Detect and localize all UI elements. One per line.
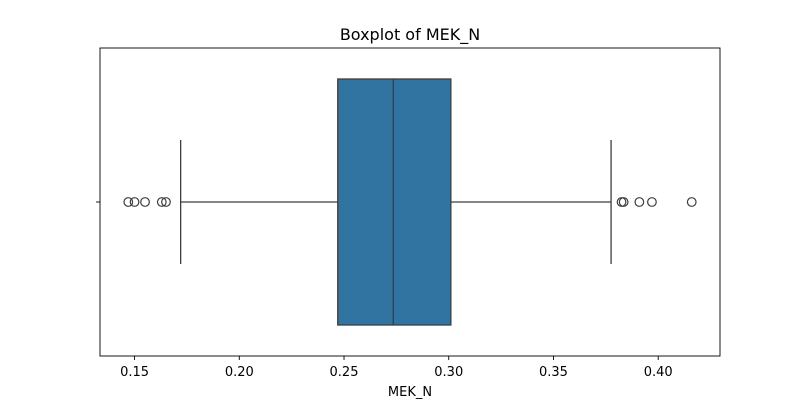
outlier-point-8 — [647, 197, 657, 207]
outlier-point-4 — [161, 197, 171, 207]
x-tick-label-3: 0.30 — [434, 365, 463, 380]
x-tick-label-0: 0.15 — [120, 365, 149, 380]
x-axis-label: MEK_N — [388, 385, 432, 400]
x-tick-label-1: 0.20 — [225, 365, 254, 380]
outlier-point-0 — [123, 197, 134, 207]
plot-area — [99, 47, 721, 357]
outlier-point-9 — [686, 197, 697, 207]
x-tick-label-4: 0.35 — [539, 365, 568, 380]
x-axis: 0.15 0.20 0.25 0.30 0.35 0.40 — [96, 201, 673, 380]
outlier-point-5 — [616, 197, 627, 207]
outlier-point-2 — [140, 197, 150, 207]
outlier-point-3 — [156, 197, 167, 207]
outlier-point-7 — [634, 197, 645, 207]
iqr-box — [337, 78, 452, 326]
chart-title: Boxplot of MEK_N — [340, 25, 480, 45]
outlier-point-6 — [618, 197, 629, 207]
x-tick-label-5: 0.40 — [644, 365, 673, 380]
x-tick-label-2: 0.25 — [330, 365, 359, 380]
outlier-point-1 — [129, 197, 140, 207]
